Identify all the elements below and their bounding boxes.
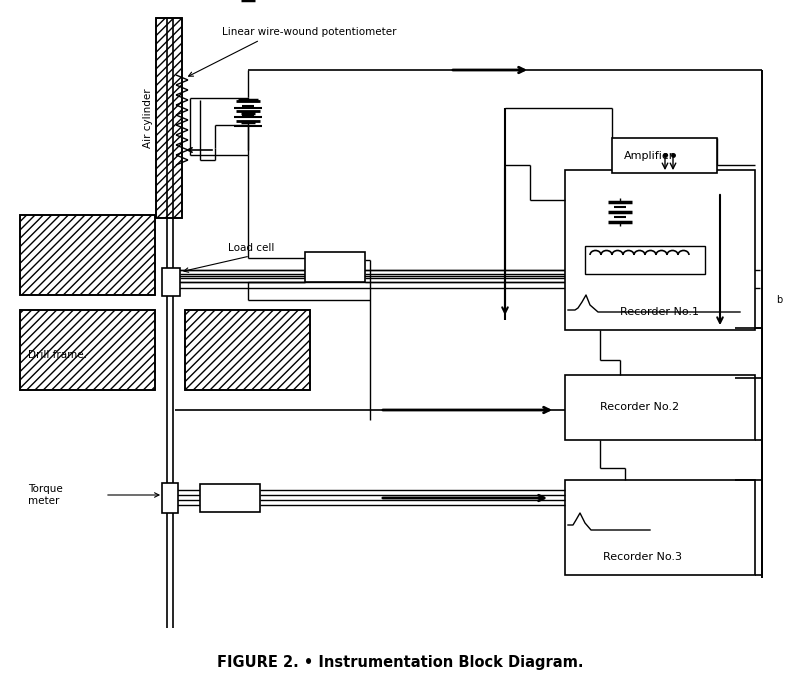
Text: b: b xyxy=(776,295,782,305)
Text: Recorder No.1: Recorder No.1 xyxy=(620,307,699,317)
Bar xyxy=(20,215,155,295)
Text: Linear wire-wound potentiometer: Linear wire-wound potentiometer xyxy=(222,27,397,37)
Bar xyxy=(20,310,155,390)
Bar xyxy=(200,484,260,512)
Text: Recorder No.3: Recorder No.3 xyxy=(603,552,682,562)
Bar xyxy=(565,170,755,330)
Bar xyxy=(185,310,310,390)
Bar xyxy=(565,375,755,440)
Text: Air cylinder: Air cylinder xyxy=(143,88,153,148)
Bar xyxy=(156,18,182,218)
Text: Load cell: Load cell xyxy=(228,243,274,253)
Bar xyxy=(156,18,182,218)
Text: Amplifier: Amplifier xyxy=(624,151,674,161)
Bar xyxy=(162,483,178,513)
Text: Torque
meter: Torque meter xyxy=(28,484,62,506)
Bar xyxy=(20,310,155,390)
Bar xyxy=(305,252,365,282)
Bar xyxy=(565,480,755,575)
Bar xyxy=(185,310,310,390)
Bar xyxy=(585,246,705,274)
Bar xyxy=(162,268,180,296)
Text: Drill frame.: Drill frame. xyxy=(28,350,87,360)
Text: FIGURE 2. • Instrumentation Block Diagram.: FIGURE 2. • Instrumentation Block Diagra… xyxy=(217,655,583,669)
Bar xyxy=(612,138,717,173)
Bar xyxy=(20,215,155,295)
Text: Recorder No.2: Recorder No.2 xyxy=(600,402,679,412)
